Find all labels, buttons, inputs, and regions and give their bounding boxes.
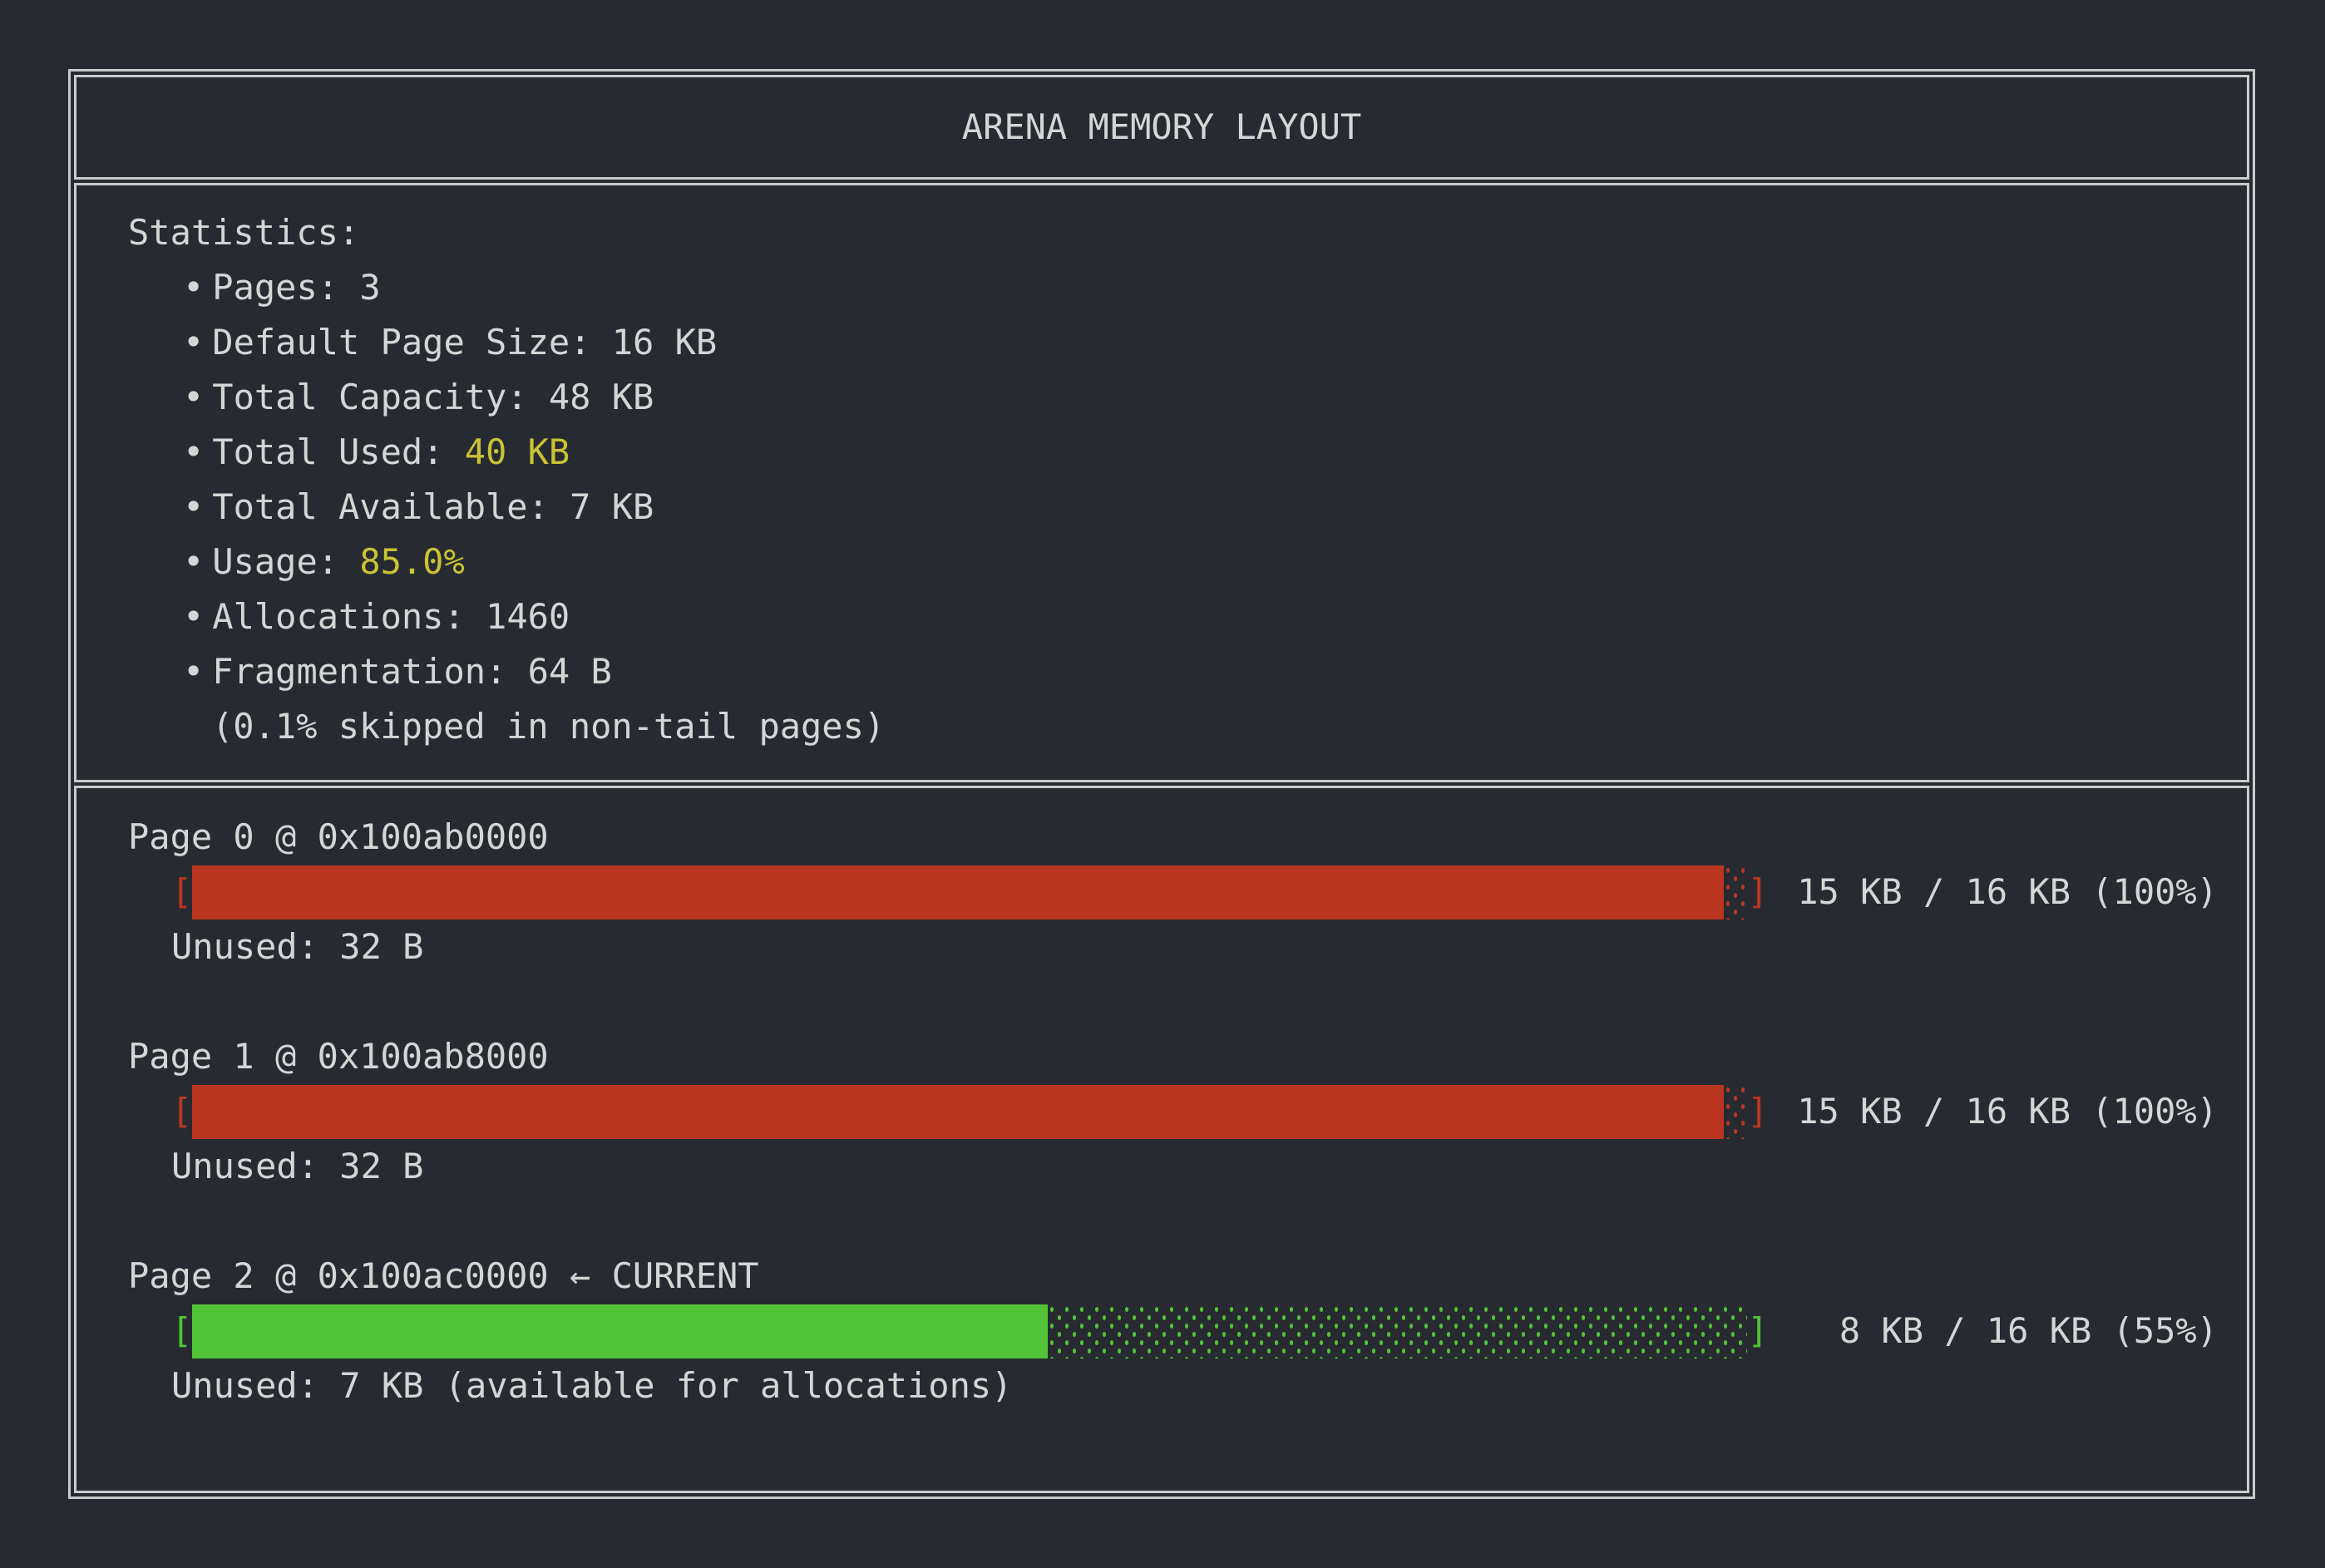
bullet-icon: • [183, 486, 205, 527]
bullet-icon: • [183, 322, 205, 362]
bar-used-segment [192, 865, 1725, 920]
page-header: Page 2 @ 0x100ac0000 ← CURRENT [128, 1255, 759, 1296]
stat-label: Usage: [212, 541, 339, 582]
usage-label: 15 KB / 16 KB (100%) [1797, 871, 2218, 912]
stat-label: Total Capacity: [212, 377, 528, 417]
stat-label: Pages: [212, 267, 339, 308]
usage-label: 8 KB / 16 KB (55%) [1839, 1310, 2218, 1351]
pages-box: Page 0 @ 0x100ab0000 [ ] 15 KB / 16 KB (… [74, 786, 2249, 1493]
page-title: ARENA MEMORY LAYOUT [961, 106, 1362, 147]
unused-label: Unused: 32 B [171, 926, 424, 967]
bullet-icon: • [183, 541, 205, 582]
memory-usage-bar [192, 1304, 1748, 1358]
stat-label: Total Used: [212, 431, 444, 472]
bar-close-bracket: ] [1747, 1310, 1769, 1351]
bar-open-bracket: [ [171, 1310, 193, 1351]
stat-row-usage: • Usage: 85.0% [128, 535, 2218, 589]
bullet-icon: • [183, 651, 205, 692]
statistics-heading: Statistics: [128, 212, 360, 253]
page-header: Page 0 @ 0x100ab0000 [128, 816, 549, 857]
stat-row-fragmentation: • Fragmentation: 64 B [128, 644, 2218, 699]
stat-value: 3 [359, 267, 381, 308]
stat-row-total-available: • Total Available: 7 KB [128, 480, 2218, 535]
stat-value-highlighted: 85.0% [359, 541, 465, 582]
bar-free-segment [1724, 1084, 1748, 1139]
stat-value-highlighted: 40 KB [464, 431, 570, 472]
stat-value: 7 KB [570, 486, 654, 527]
usage-label: 15 KB / 16 KB (100%) [1797, 1091, 2218, 1132]
memory-bar-row: [ ] 15 KB / 16 KB (100%) [171, 1084, 2218, 1139]
outer-panel: ARENA MEMORY LAYOUT Statistics: • Pages: … [68, 69, 2255, 1499]
unused-label: Unused: 32 B [171, 1146, 424, 1186]
memory-usage-bar [192, 1084, 1748, 1139]
stat-row-allocations: • Allocations: 1460 [128, 589, 2218, 644]
stat-label: Total Available: [212, 486, 549, 527]
bar-used-segment [192, 1304, 1048, 1358]
bullet-icon: • [183, 267, 205, 308]
stat-label: Allocations: [212, 596, 465, 637]
page-block-1: Page 1 @ 0x100ab8000 [ ] 15 KB / 16 KB (… [128, 1029, 2218, 1194]
memory-bar-row: [ ] 15 KB / 16 KB (100%) [171, 865, 2218, 920]
stat-value: 64 B [527, 651, 612, 692]
bar-used-segment [192, 1084, 1725, 1139]
stat-value: 16 KB [611, 322, 718, 362]
page-block-0: Page 0 @ 0x100ab0000 [ ] 15 KB / 16 KB (… [128, 810, 2218, 974]
bar-open-bracket: [ [171, 871, 193, 912]
unused-label: Unused: 7 KB (available for allocations) [171, 1365, 1013, 1406]
title-box: ARENA MEMORY LAYOUT [74, 75, 2249, 180]
stat-row-pages: • Pages: 3 [128, 260, 2218, 315]
bullet-icon: • [183, 596, 205, 637]
stat-label: Fragmentation: [212, 651, 507, 692]
page-block-2-current: Page 2 @ 0x100ac0000 ← CURRENT [ ] 8 KB … [128, 1249, 2218, 1413]
page-header: Page 1 @ 0x100ab8000 [128, 1036, 549, 1077]
statistics-box: Statistics: • Pages: 3 • Default Page Size… [74, 183, 2249, 782]
memory-bar-row: [ ] 8 KB / 16 KB (55%) [171, 1304, 2218, 1358]
bullet-icon: • [183, 431, 205, 472]
fragmentation-footnote: (0.1% skipped in non-tail pages) [212, 706, 886, 747]
stat-value: 48 KB [548, 377, 654, 417]
bar-free-segment [1047, 1304, 1748, 1358]
stat-label: Default Page Size: [212, 322, 591, 362]
bar-close-bracket: ] [1747, 871, 1769, 912]
memory-usage-bar [192, 865, 1748, 920]
bar-open-bracket: [ [171, 1091, 193, 1132]
stat-row-total-capacity: • Total Capacity: 48 KB [128, 370, 2218, 425]
stat-row-total-used: • Total Used: 40 KB [128, 425, 2218, 480]
bar-close-bracket: ] [1747, 1091, 1769, 1132]
bar-free-segment [1724, 865, 1748, 920]
stat-value: 1460 [486, 596, 570, 637]
bullet-icon: • [183, 377, 205, 417]
stat-row-default-page-size: • Default Page Size: 16 KB [128, 315, 2218, 370]
